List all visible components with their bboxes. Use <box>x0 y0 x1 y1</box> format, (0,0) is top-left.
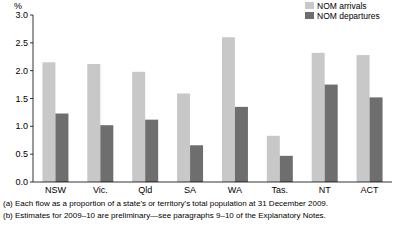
y-tick <box>30 70 33 71</box>
bar <box>312 53 325 182</box>
bar <box>222 37 235 182</box>
bar <box>55 114 68 182</box>
y-tick-label: 1.0 <box>15 121 28 131</box>
footnote: (a) Each flow as a proportion of a state… <box>3 199 328 208</box>
y-axis <box>33 15 34 182</box>
y-tick-label: 3.0 <box>15 10 28 20</box>
bar <box>87 64 100 182</box>
bar <box>177 93 190 182</box>
bar <box>42 62 55 182</box>
bar <box>370 97 383 182</box>
bar <box>235 107 248 182</box>
x-axis <box>33 182 392 183</box>
x-tick-label: NT <box>319 185 331 195</box>
bar <box>325 85 338 182</box>
y-tick <box>30 98 33 99</box>
bar <box>267 136 280 182</box>
x-tick-label: ACT <box>361 185 380 195</box>
y-tick <box>30 182 33 183</box>
bar <box>280 156 293 182</box>
y-tick-label: 2.0 <box>15 66 28 76</box>
y-tick <box>30 42 33 43</box>
bars <box>42 37 382 182</box>
bar <box>145 120 158 182</box>
y-tick <box>30 154 33 155</box>
legend-swatch <box>305 12 314 19</box>
legend-label: NOM arrivals <box>317 1 367 11</box>
y-tick <box>30 126 33 127</box>
y-tick <box>30 15 33 16</box>
y-tick-label: 0.0 <box>15 177 28 187</box>
bar <box>190 145 203 182</box>
bar <box>100 125 113 182</box>
x-tick-label: Vic. <box>93 185 108 195</box>
y-tick-label: 2.5 <box>15 38 28 48</box>
legend-label: NOM departures <box>317 11 380 21</box>
y-tick-label: 1.5 <box>15 94 28 104</box>
legend-swatch <box>305 2 314 9</box>
x-tick-label: Tas. <box>272 185 289 195</box>
x-tick-label: SA <box>184 185 196 195</box>
x-tick-label: WA <box>228 185 242 195</box>
y-tick-label: 0.5 <box>15 149 28 159</box>
bar <box>357 55 370 182</box>
x-tick-label: NSW <box>45 185 67 195</box>
footnote: (b) Estimates for 2009–10 are preliminar… <box>3 211 326 220</box>
bar <box>132 72 145 182</box>
x-tick-label: Qld <box>138 185 152 195</box>
chart: %0.00.51.01.52.02.53.0NSWVic.QldSAWATas.… <box>0 0 397 227</box>
